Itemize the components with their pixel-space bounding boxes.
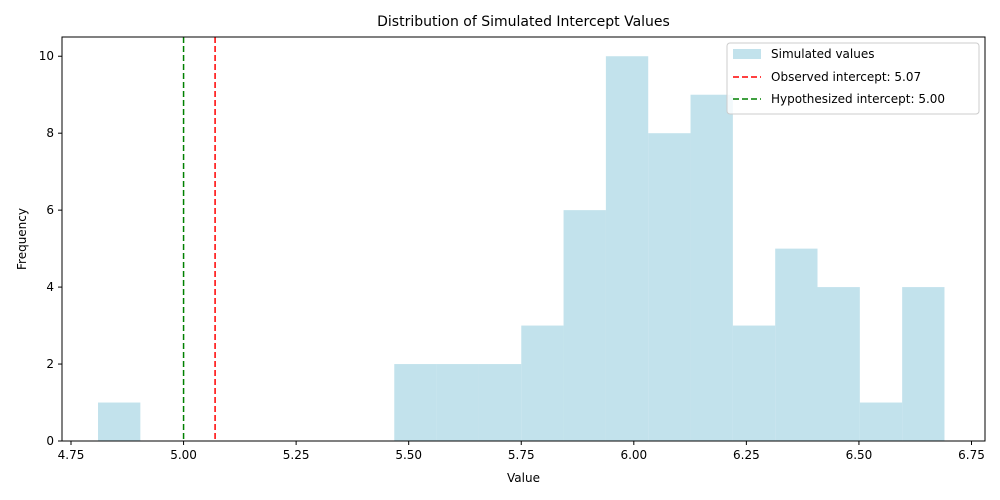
legend-swatch-simulated [733,49,761,59]
histogram-bar [98,402,141,441]
y-tick-label: 6 [46,203,54,217]
y-axis-label: Frequency [15,208,29,270]
histogram-bar [605,56,649,441]
histogram-bar [732,325,776,441]
x-tick-label: 5.00 [170,448,197,462]
histogram-bar [902,287,945,441]
histogram-bar [775,248,818,441]
x-tick-label: 6.75 [958,448,985,462]
histogram-bar [648,133,691,441]
legend-label-hypothesized: Hypothesized intercept: 5.00 [771,92,945,106]
histogram-bar [817,287,860,441]
x-tick-label: 5.25 [283,448,310,462]
histogram-bar [478,364,522,441]
legend-label-observed: Observed intercept: 5.07 [771,70,921,84]
x-tick-label: 6.00 [620,448,647,462]
chart-title: Distribution of Simulated Intercept Valu… [377,14,670,30]
legend-label-simulated: Simulated values [771,47,874,61]
histogram-bar [394,364,437,441]
plot-frame [61,36,986,442]
y-tick-label: 0 [46,434,54,448]
reference-lines [182,37,216,441]
y-tick-label: 2 [46,357,54,371]
legend-box [726,42,980,115]
histogram-bar [859,402,903,441]
x-tick-label: 6.25 [733,448,760,462]
histogram-bar [563,210,606,441]
x-axis-ticks: 4.75 5.00 5.25 5.50 5.75 6.00 6.25 6.50 6.75 [58,441,985,462]
histogram-bar [690,94,733,441]
x-tick-label: 6.50 [846,448,873,462]
y-axis-ticks: 0 2 4 6 8 10 [39,49,62,448]
bars-group [98,56,945,441]
y-tick-label: 10 [39,49,54,63]
x-tick-label: 5.75 [508,448,535,462]
y-tick-label: 4 [46,280,54,294]
x-tick-label: 4.75 [58,448,85,462]
x-axis-label: Value [507,471,540,485]
histogram-bar [436,364,479,441]
histogram-bar [521,325,564,441]
y-tick-label: 8 [46,126,54,140]
legend: Simulated values Observed intercept: 5.0… [726,42,980,115]
x-tick-label: 5.50 [395,448,422,462]
